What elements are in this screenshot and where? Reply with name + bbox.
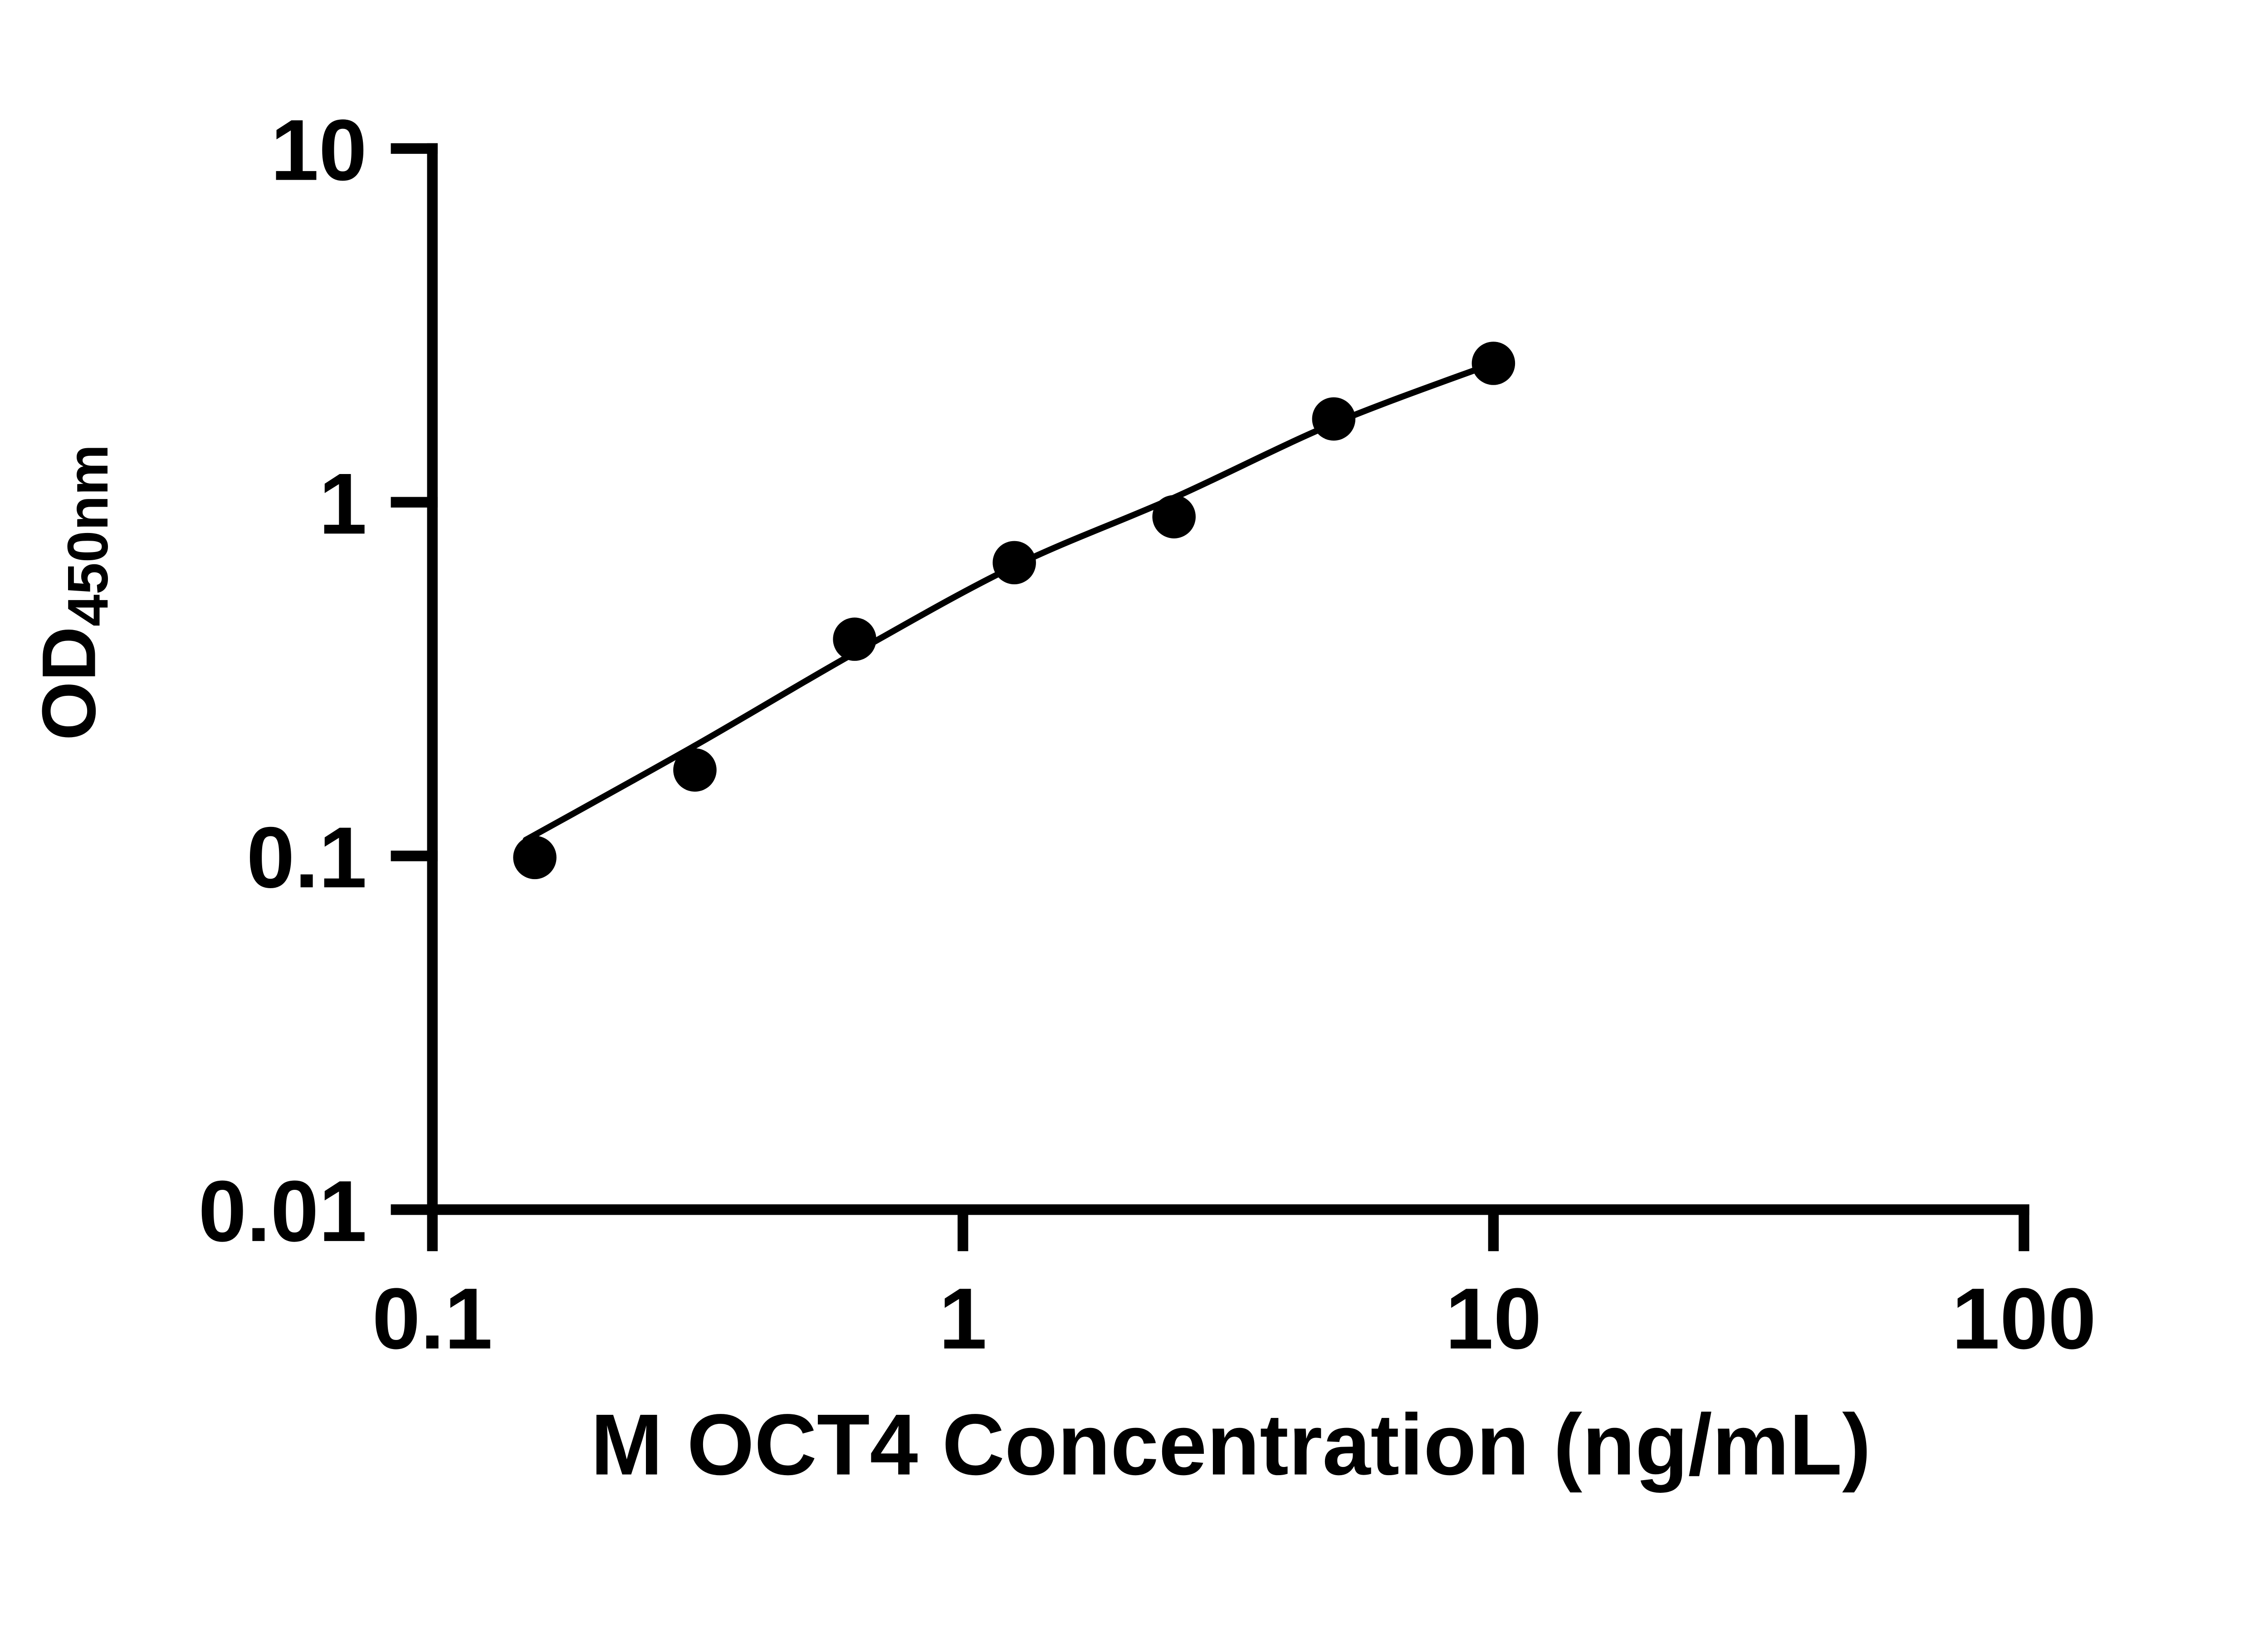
x-tick-label: 10 xyxy=(1445,1271,1541,1367)
x-axis-tick-labels: 0.1 1 10 100 xyxy=(372,1271,2096,1367)
x-tick-label: 100 xyxy=(1952,1271,2097,1367)
data-point xyxy=(673,748,717,792)
data-point xyxy=(1312,397,1356,441)
y-tick-label: 0.1 xyxy=(246,809,367,906)
y-tick-label: 10 xyxy=(271,102,367,199)
x-axis-ticks xyxy=(427,1204,2029,1252)
x-axis-title: M OCT4 Concentration (ng/mL) xyxy=(591,1396,1871,1493)
y-axis-title: OD450nm xyxy=(26,445,120,741)
data-points-group xyxy=(513,342,1515,880)
y-axis-tick-labels: 10 1 0.1 0.01 xyxy=(198,102,367,1260)
data-point xyxy=(992,541,1036,585)
y-axis-title-main: OD xyxy=(26,626,112,740)
data-point xyxy=(1152,495,1196,538)
x-tick-label: 1 xyxy=(939,1271,987,1367)
data-point xyxy=(833,617,876,661)
data-point xyxy=(1471,342,1515,385)
elisa-standard-curve-figure: 10 1 0.1 0.01 0.1 1 10 100 M OCT4 Concentratio… xyxy=(26,102,2097,1493)
axes xyxy=(427,143,2029,1215)
y-tick-label: 1 xyxy=(319,455,367,552)
data-point xyxy=(513,836,557,880)
y-tick-label: 0.01 xyxy=(198,1163,367,1260)
x-tick-label: 0.1 xyxy=(372,1271,493,1367)
y-axis-title-subscript: 450nm xyxy=(55,445,120,626)
